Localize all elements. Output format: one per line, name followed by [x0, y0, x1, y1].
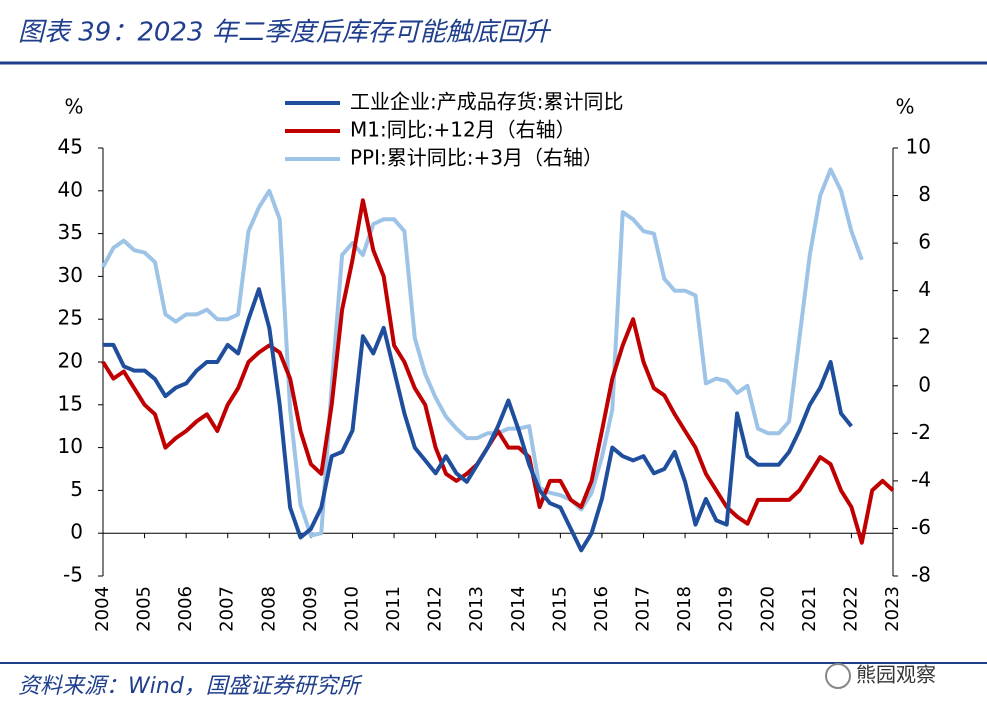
x-tick-label: 2015	[549, 586, 570, 632]
y-tick-label: 25	[58, 306, 83, 330]
x-tick-label: 2014	[508, 586, 529, 632]
x-tick-label: 2020	[757, 586, 778, 632]
x-tick-label: 2019	[716, 586, 737, 632]
x-tick-label: 2018	[674, 586, 695, 632]
source: 资料来源：Wind，国盛证券研究所	[18, 674, 363, 699]
x-tick-label: 2010	[341, 586, 362, 632]
y2-tick-label: -6	[911, 515, 931, 539]
x-tick-label: 2005	[134, 586, 155, 632]
y-tick-label: 10	[58, 434, 83, 458]
y2-tick-label: 10	[906, 135, 931, 159]
y-tick-label: 15	[58, 391, 83, 415]
legend-label: PPI:累计同比:+3月（右轴）	[350, 146, 603, 170]
y2-tick-label: -2	[911, 420, 931, 444]
y-tick-label: 40	[58, 177, 83, 201]
x-tick-label: 2008	[258, 586, 279, 632]
y-tick-label: 5	[70, 477, 83, 501]
series-line	[101, 167, 864, 538]
y-tick-label: -5	[63, 563, 83, 587]
y2-tick-label: 0	[918, 372, 931, 396]
y2-tick-label: -8	[911, 563, 931, 587]
y-axis-label: %	[64, 95, 83, 119]
y2-axis-label: %	[895, 95, 914, 119]
y2-tick-label: 2	[918, 325, 931, 349]
x-tick-label: 2007	[217, 586, 238, 632]
y-tick-label: 20	[58, 349, 83, 373]
chart-title: 图表 39：2023 年二季度后库存可能触底回升	[18, 18, 552, 48]
y-tick-label: 0	[70, 520, 83, 544]
x-tick-label: 2004	[92, 586, 113, 632]
series-line	[101, 198, 895, 545]
legend-label: M1:同比:+12月（右轴）	[350, 118, 576, 142]
y-tick-label: 45	[58, 135, 83, 159]
x-tick-label: 2006	[175, 586, 196, 632]
watermark: 熊园观察	[856, 663, 936, 687]
x-tick-label: 2016	[591, 586, 612, 632]
x-tick-label: 2021	[799, 586, 820, 632]
watermark-icon	[825, 663, 851, 689]
y-tick-label: 35	[58, 220, 83, 244]
y2-tick-label: 8	[918, 182, 931, 206]
x-tick-label: 2017	[633, 586, 654, 632]
y2-tick-label: -4	[911, 467, 931, 491]
y-tick-label: 30	[58, 263, 83, 287]
x-tick-label: 2009	[300, 586, 321, 632]
x-tick-label: 2013	[466, 586, 487, 632]
y2-tick-label: 6	[918, 230, 931, 254]
y2-tick-label: 4	[918, 277, 931, 301]
legend-label: 工业企业:产成品存货:累计同比	[350, 90, 623, 114]
x-tick-label: 2012	[425, 586, 446, 632]
series-line	[103, 287, 853, 553]
x-tick-label: 2022	[840, 586, 861, 632]
x-tick-label: 2023	[882, 586, 903, 632]
x-tick-label: 2011	[383, 586, 404, 632]
